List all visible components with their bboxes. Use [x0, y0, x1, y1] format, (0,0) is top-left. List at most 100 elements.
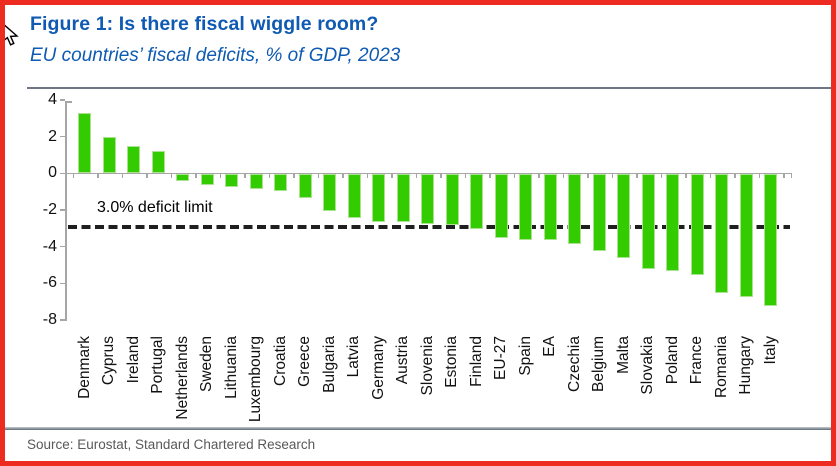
- x-axis-label-hungary: Hungary: [737, 336, 755, 395]
- bar-lithuania: [225, 174, 239, 187]
- bar-estonia: [445, 174, 459, 226]
- x-axis-label-malta: Malta: [614, 336, 632, 374]
- x-axis-label-germany: Germany: [369, 336, 387, 400]
- x-axis-tick: [783, 173, 785, 179]
- mouse-cursor-icon: [5, 22, 20, 53]
- figure-subtitle: EU countries’ fiscal deficits, % of GDP,…: [30, 45, 401, 66]
- bar-france: [690, 174, 704, 275]
- x-axis-label-sweden: Sweden: [198, 336, 216, 393]
- x-axis-tick: [219, 173, 221, 179]
- x-axis-tick: [587, 173, 589, 179]
- bar-slovenia: [421, 174, 435, 224]
- x-axis-tick: [317, 173, 319, 179]
- x-axis-tick: [72, 173, 74, 179]
- x-axis-tick: [342, 173, 344, 179]
- x-axis-tick: [489, 173, 491, 179]
- y-axis-tick-label: 2: [48, 127, 57, 145]
- bar-greece: [298, 174, 312, 198]
- x-axis-tick: [293, 173, 295, 179]
- x-axis-tick: [513, 173, 515, 179]
- bar-bulgaria: [323, 174, 337, 211]
- bar-slovakia: [641, 174, 655, 270]
- x-axis-tick: [685, 173, 687, 179]
- bar-croatia: [274, 174, 288, 191]
- fiscal-deficit-bar-chart: 3.0% deficit limit 4 2 0 -2 -4 -6 -8 Denmark Cyp…: [5, 5, 831, 461]
- x-axis-label-austria: Austria: [394, 336, 412, 385]
- x-axis-label-czechia: Czechia: [565, 336, 583, 392]
- bar-netherlands: [176, 174, 190, 182]
- x-axis-label-ireland: Ireland: [124, 336, 142, 384]
- x-axis-tick: [538, 173, 540, 179]
- x-axis-tick: [734, 173, 736, 179]
- bar-belgium: [592, 174, 606, 252]
- bar-hungary: [739, 174, 753, 297]
- x-axis-label-eu-27: EU-27: [492, 336, 510, 380]
- y-axis-tick: [60, 209, 65, 211]
- x-axis-tick: [195, 173, 197, 179]
- bar-spain: [519, 174, 533, 241]
- bar-poland: [666, 174, 680, 272]
- y-axis-tick: [60, 172, 65, 175]
- x-axis-label-luxembourg: Luxembourg: [247, 336, 265, 423]
- bar-ea: [543, 174, 557, 241]
- bar-romania: [715, 174, 729, 294]
- x-axis-tick: [464, 173, 466, 179]
- x-axis-label-belgium: Belgium: [590, 336, 608, 392]
- y-axis-tick: [60, 99, 65, 101]
- x-axis-tick: [121, 173, 123, 179]
- x-axis-tick: [660, 173, 662, 179]
- x-axis-label-finland: Finland: [467, 336, 485, 387]
- y-axis-tick-label: -8: [42, 310, 57, 328]
- y-axis-top-tick: [65, 101, 72, 103]
- figure-title: Figure 1: Is there fiscal wiggle room?: [30, 13, 379, 35]
- y-axis-tick-label: -2: [42, 200, 57, 218]
- header-divider: [27, 87, 831, 89]
- x-axis-label-estonia: Estonia: [443, 336, 461, 388]
- y-axis-line: [65, 101, 67, 321]
- x-axis-label-italy: Italy: [761, 336, 779, 365]
- bar-luxembourg: [249, 174, 263, 189]
- x-axis-label-bulgaria: Bulgaria: [320, 336, 338, 393]
- x-axis-label-poland: Poland: [663, 336, 681, 385]
- x-axis-tick: [415, 173, 417, 179]
- x-axis-tick: [636, 173, 638, 179]
- source-attribution: Source: Eurostat, Standard Chartered Res…: [27, 437, 316, 452]
- bar-italy: [764, 174, 778, 307]
- y-axis-tick-label: -6: [42, 274, 57, 292]
- x-axis-tick: [244, 173, 246, 179]
- bar-portugal: [151, 151, 165, 174]
- deficit-limit-dashed-line: [68, 225, 790, 229]
- x-axis-tick: [146, 173, 148, 179]
- bar-latvia: [347, 174, 361, 219]
- y-axis-tick-label: -4: [42, 237, 57, 255]
- x-axis-label-spain: Spain: [516, 336, 534, 376]
- x-axis-label-netherlands: Netherlands: [173, 336, 191, 420]
- zero-axis-line: [65, 172, 792, 175]
- bar-cyprus: [102, 136, 116, 174]
- bar-czechia: [568, 174, 582, 244]
- x-axis-tick: [562, 173, 564, 179]
- x-axis-tick: [709, 173, 711, 179]
- x-axis-tick: [611, 173, 613, 179]
- bar-finland: [470, 174, 484, 230]
- x-axis-label-lithuania: Lithuania: [222, 336, 240, 399]
- x-axis-label-france: France: [688, 336, 706, 385]
- x-axis-tick: [391, 173, 393, 179]
- bar-eu-27: [494, 174, 508, 239]
- footer-divider: [5, 427, 831, 430]
- y-axis-tick: [60, 282, 65, 285]
- bar-ireland: [127, 145, 141, 174]
- x-axis-tick: [268, 173, 270, 179]
- x-axis-end-tick: [790, 173, 792, 179]
- x-axis-tick: [366, 173, 368, 179]
- x-axis-label-slovakia: Slovakia: [639, 336, 657, 395]
- y-axis-tick-label: 4: [48, 90, 57, 108]
- x-axis-label-slovenia: Slovenia: [418, 336, 436, 396]
- x-axis-label-croatia: Croatia: [271, 336, 289, 386]
- x-axis-label-romania: Romania: [712, 336, 730, 399]
- x-axis-label-greece: Greece: [296, 336, 314, 387]
- bar-malta: [617, 174, 631, 259]
- bar-germany: [372, 174, 386, 222]
- bar-austria: [396, 174, 410, 222]
